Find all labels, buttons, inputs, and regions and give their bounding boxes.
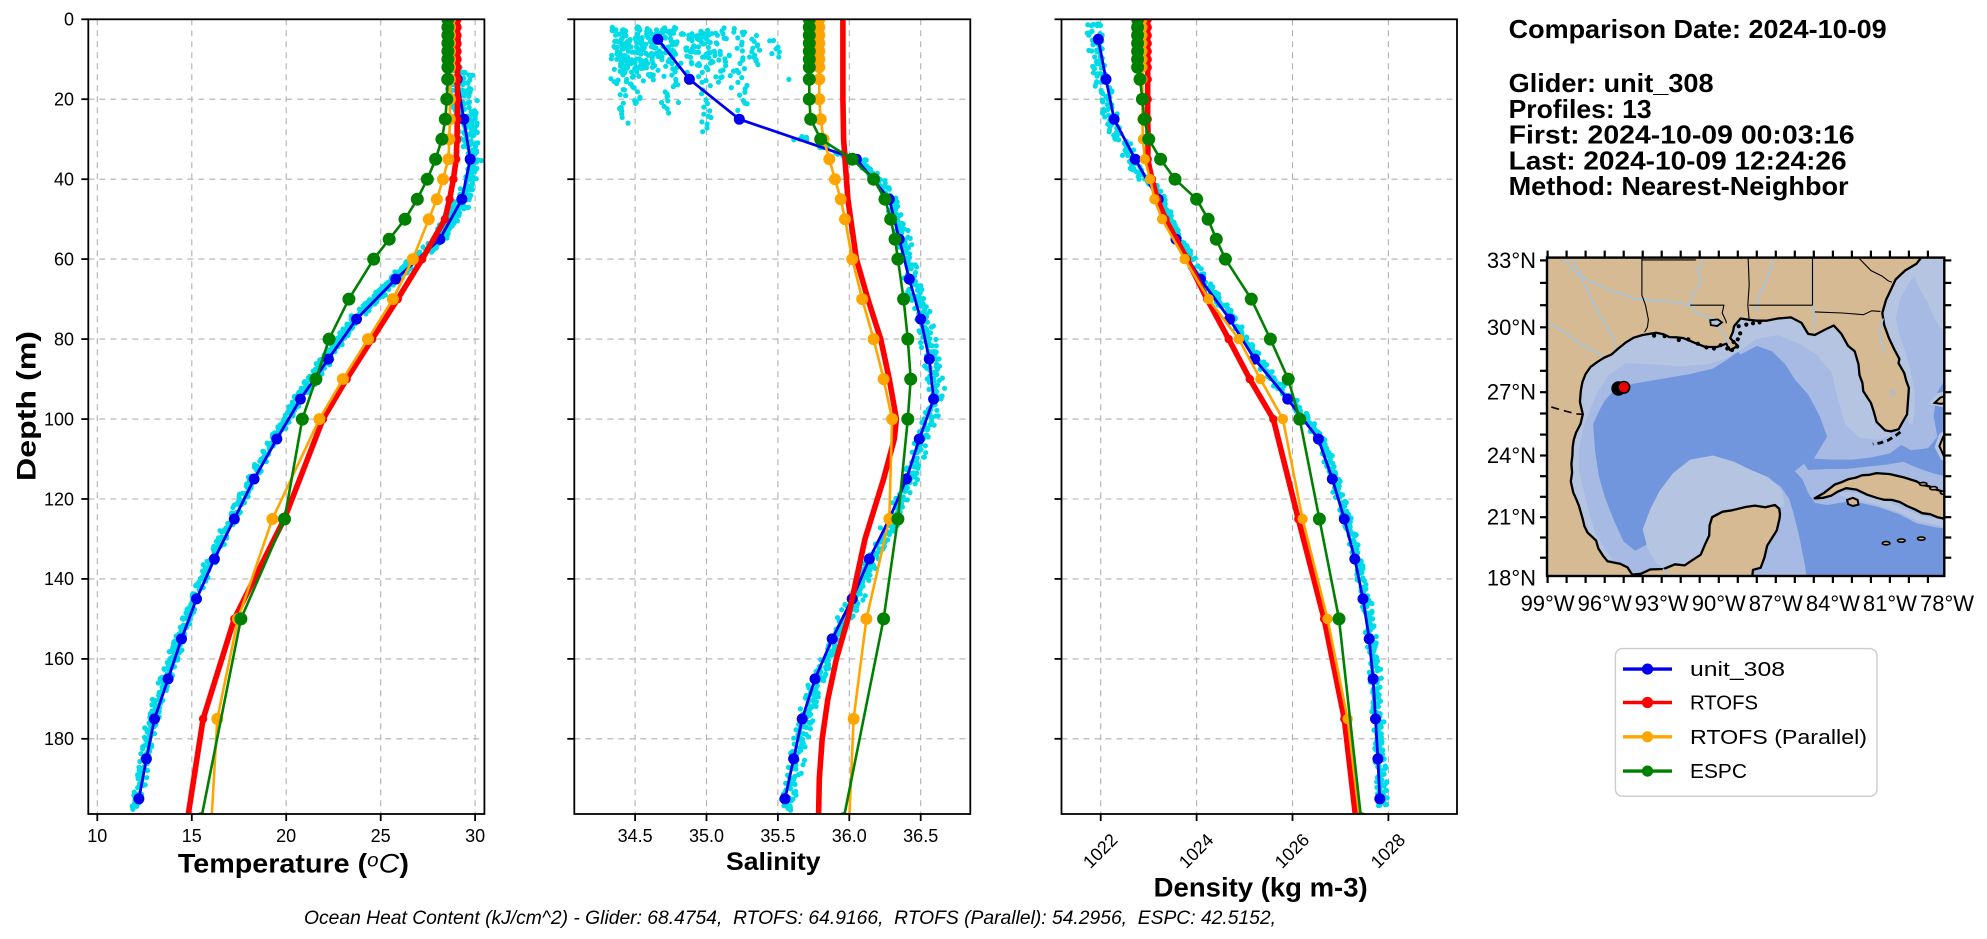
svg-text:84°W: 84°W — [1806, 591, 1860, 616]
svg-text:180: 180 — [44, 729, 74, 749]
svg-text:18°N: 18°N — [1487, 565, 1536, 590]
svg-text:20: 20 — [276, 826, 296, 846]
svg-text:36.5: 36.5 — [903, 826, 938, 846]
svg-text:Method: Nearest-Neighbor: Method: Nearest-Neighbor — [1509, 171, 1849, 201]
svg-text:25: 25 — [371, 826, 391, 846]
svg-text:90°W: 90°W — [1692, 591, 1746, 616]
svg-text:15: 15 — [182, 826, 202, 846]
svg-text:140: 140 — [44, 569, 74, 589]
svg-text:33°N: 33°N — [1487, 248, 1536, 273]
svg-text:30°N: 30°N — [1487, 315, 1536, 340]
svg-text:81°W: 81°W — [1863, 591, 1917, 616]
svg-text:Depth (m): Depth (m) — [12, 331, 42, 481]
svg-text:40: 40 — [54, 170, 74, 190]
svg-text:Density (kg m-3): Density (kg m-3) — [1154, 873, 1368, 903]
svg-text:10: 10 — [87, 826, 107, 846]
svg-text:ESPC: ESPC — [1690, 761, 1747, 783]
svg-text:36.0: 36.0 — [832, 826, 867, 846]
svg-text:Salinity: Salinity — [726, 848, 821, 876]
svg-text:120: 120 — [44, 489, 74, 509]
svg-text:30: 30 — [465, 826, 485, 846]
svg-text:Comparison Date: 2024-10-09: Comparison Date: 2024-10-09 — [1509, 14, 1887, 44]
svg-text:93°W: 93°W — [1635, 591, 1689, 616]
svg-text:RTOFS (Parallel): RTOFS (Parallel) — [1690, 727, 1867, 749]
svg-text:160: 160 — [44, 649, 74, 669]
svg-text:100: 100 — [44, 409, 74, 429]
svg-text:80: 80 — [54, 329, 74, 349]
svg-text:96°W: 96°W — [1578, 591, 1632, 616]
svg-text:35.0: 35.0 — [689, 826, 724, 846]
svg-text:RTOFS: RTOFS — [1690, 693, 1758, 715]
svg-text:78°W: 78°W — [1920, 591, 1974, 616]
svg-text:21°N: 21°N — [1487, 505, 1536, 530]
svg-text:0: 0 — [64, 10, 74, 30]
svg-text:unit_308: unit_308 — [1690, 659, 1785, 681]
svg-text:20: 20 — [54, 90, 74, 110]
svg-text:99°W: 99°W — [1521, 591, 1575, 616]
svg-text:27°N: 27°N — [1487, 380, 1536, 405]
svg-text:35.5: 35.5 — [760, 826, 795, 846]
svg-text:34.5: 34.5 — [618, 826, 653, 846]
svg-text:87°W: 87°W — [1749, 591, 1803, 616]
svg-text:24°N: 24°N — [1487, 443, 1536, 468]
svg-text:60: 60 — [54, 249, 74, 269]
svg-text:Ocean Heat Content (kJ/cm^2) -: Ocean Heat Content (kJ/cm^2) - Glider: 6… — [304, 907, 1276, 929]
